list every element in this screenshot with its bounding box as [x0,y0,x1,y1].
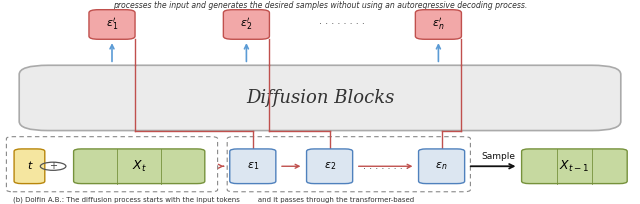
Text: t: t [28,161,31,171]
Text: . . . . . . . .: . . . . . . . . [363,161,409,171]
FancyBboxPatch shape [19,65,621,131]
Text: $X_t$: $X_t$ [132,159,147,174]
FancyBboxPatch shape [223,10,269,39]
FancyBboxPatch shape [89,10,135,39]
Text: $\varepsilon_2'$: $\varepsilon_2'$ [241,17,252,32]
Text: $\varepsilon_n'$: $\varepsilon_n'$ [432,17,445,32]
Text: Sample: Sample [481,152,516,161]
FancyBboxPatch shape [14,149,45,184]
Text: (b) Dolfin A.B.: The diffusion process starts with the input tokens        and i: (b) Dolfin A.B.: The diffusion process s… [13,196,414,203]
FancyBboxPatch shape [230,149,276,184]
Text: $\varepsilon_1'$: $\varepsilon_1'$ [106,17,118,32]
FancyBboxPatch shape [307,149,353,184]
Text: . . . . . . . .: . . . . . . . . [319,16,365,27]
Text: processes the input and generates the desired samples without using an autoregre: processes the input and generates the de… [113,1,527,10]
Text: $\varepsilon_1$: $\varepsilon_1$ [246,160,259,172]
Text: +: + [49,161,57,171]
FancyBboxPatch shape [522,149,627,184]
Text: $X_{t-1}$: $X_{t-1}$ [559,159,589,174]
FancyBboxPatch shape [415,10,461,39]
Text: Diffusion Blocks: Diffusion Blocks [246,89,394,107]
Text: $\varepsilon_n$: $\varepsilon_n$ [435,160,448,172]
FancyBboxPatch shape [419,149,465,184]
FancyBboxPatch shape [74,149,205,184]
Text: $\varepsilon_2$: $\varepsilon_2$ [324,160,335,172]
